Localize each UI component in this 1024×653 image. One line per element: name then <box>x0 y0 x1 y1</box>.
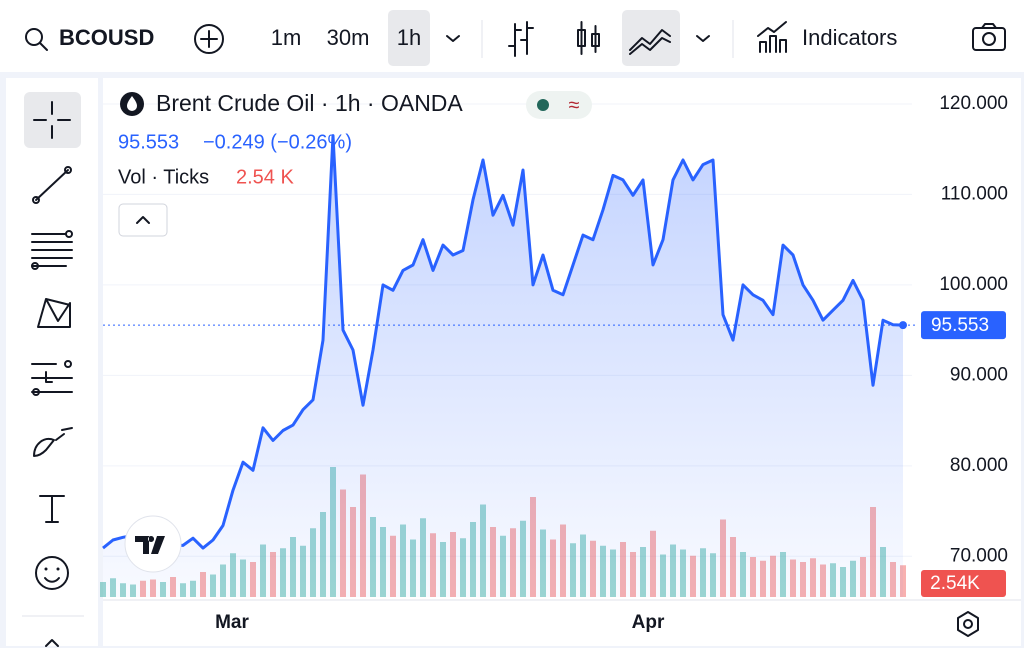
chart-legend: Brent Crude Oil · 1h · OANDA ≈ 95.553 −0… <box>118 90 592 237</box>
left-toolbar <box>6 78 98 646</box>
collapse-tools[interactable] <box>45 639 59 647</box>
settings[interactable] <box>957 611 979 637</box>
y-tick-label: 80.000 <box>950 455 1008 476</box>
volume-badge-label: 2.54K <box>930 573 980 594</box>
last-price-badge <box>921 311 1006 340</box>
legend-title: Brent Crude Oil · 1h · OANDA <box>156 90 463 116</box>
volume-badge <box>921 570 1006 597</box>
text-tool[interactable] <box>39 495 65 523</box>
active-style-bg <box>622 10 680 66</box>
status-icon: ≈ <box>569 94 580 116</box>
last-point <box>899 321 907 330</box>
snapshot[interactable] <box>972 23 1006 51</box>
chart: 70.000 80.000 90.000 100.000 110.000 120.000 M… <box>100 93 1021 633</box>
tv-logo[interactable] <box>124 515 182 573</box>
symbol: BCOUSD <box>59 25 154 50</box>
top-toolbar <box>0 0 1024 72</box>
last-price-label: 95.553 <box>931 315 989 336</box>
timeframe[interactable]: 30m <box>327 25 370 50</box>
y-tick-label: 120.000 <box>939 93 1008 114</box>
fib-tool[interactable] <box>31 230 73 270</box>
candle-style[interactable] <box>577 21 600 55</box>
add-symbol[interactable] <box>194 24 224 54</box>
timeframe[interactable]: 1h <box>397 25 421 50</box>
search[interactable]: BCOUSD <box>25 25 154 51</box>
timeframe[interactable]: 1m <box>271 25 302 50</box>
emoji-tool[interactable] <box>35 556 69 590</box>
indicators-label: Indicators <box>802 25 897 50</box>
indicators[interactable]: Indicators <box>757 21 897 53</box>
x-tick-label: Apr <box>632 612 665 633</box>
area-style[interactable] <box>629 29 671 55</box>
legend-change: −0.249 (−0.26%) <box>203 131 352 153</box>
legend-price: 95.553 <box>118 131 179 153</box>
volume-legend: Vol · Ticks <box>118 166 209 188</box>
x-tick-label: Mar <box>215 612 249 633</box>
bar-style[interactable] <box>508 21 534 57</box>
collapse-legend[interactable] <box>136 216 150 224</box>
y-tick-label: 100.000 <box>939 274 1008 295</box>
y-tick-label: 110.000 <box>941 183 1008 204</box>
y-tick-label: 90.000 <box>950 364 1008 385</box>
active-timeframe-bg <box>388 10 430 66</box>
pattern-tool[interactable] <box>37 298 71 328</box>
brush-tool[interactable] <box>33 427 73 457</box>
timeframe-menu[interactable] <box>446 35 460 42</box>
volume-legend-value: 2.54 K <box>236 166 294 188</box>
area-fill <box>103 135 903 597</box>
trend-line-tool[interactable] <box>32 166 72 204</box>
style-menu[interactable] <box>696 35 710 42</box>
forecast-tool[interactable] <box>31 360 73 396</box>
active-tool-bg <box>24 92 81 148</box>
crosshair-tool[interactable] <box>33 101 71 139</box>
y-tick-label: 70.000 <box>950 545 1008 566</box>
price-line <box>102 134 904 550</box>
